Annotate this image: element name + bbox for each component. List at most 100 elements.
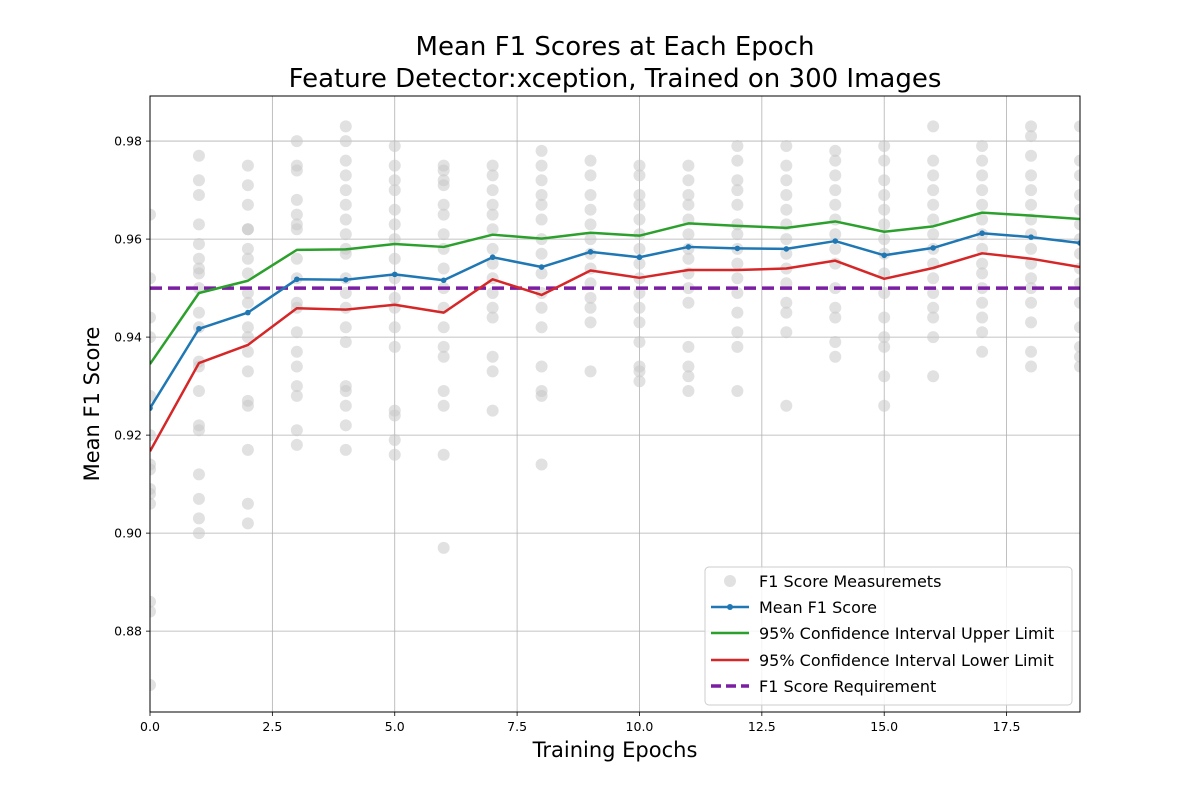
measurement-point [241,321,254,334]
measurement-point [731,139,744,152]
measurement-point [192,512,205,525]
measurement-point [339,443,352,456]
x-tick-label: 17.5 [993,719,1021,734]
measurement-point [241,287,254,300]
measurement-point [339,228,352,241]
measurement-point [437,179,450,192]
measurement-point [731,228,744,241]
measurement-point [1025,272,1038,285]
measurement-point [584,169,597,182]
measurement-point [878,399,891,412]
measurement-point [241,296,254,309]
measurement-point [780,159,793,172]
measurement-point [927,311,940,324]
measurement-point [241,223,254,236]
measurement-point [437,228,450,241]
measurement-point [150,679,156,692]
measurement-point [927,301,940,314]
x-tick-label: 7.5 [507,719,527,734]
measurement-point [682,174,695,187]
x-axis-label: Training Epochs [532,738,698,762]
measurement-point [633,213,646,226]
mean-f1-point [391,271,398,278]
x-tick-label: 0.0 [140,719,160,734]
measurement-point [192,424,205,437]
measurement-point [339,135,352,148]
measurement-point [829,311,842,324]
measurement-point [927,213,940,226]
measurement-point [878,233,891,246]
measurement-point [290,326,303,339]
upper-limit-line [150,211,1080,365]
measurement-point [682,198,695,211]
measurement-point [878,139,891,152]
mean-f1-point [930,245,936,251]
measurement-point [633,159,646,172]
measurement-point [339,385,352,398]
measurement-point [437,164,450,177]
measurement-point [535,301,548,314]
measurement-point [878,154,891,167]
measurement-point [339,154,352,167]
measurement-point [192,385,205,398]
measurement-point [535,174,548,187]
measurement-point [976,184,989,197]
measurement-point [633,287,646,300]
x-tick-label: 12.5 [748,719,776,734]
measurement-point [535,188,548,201]
measurement-point [682,188,695,201]
measurement-point [192,218,205,231]
legend-label-lower: 95% Confidence Interval Lower Limit [759,651,1054,670]
legend: F1 Score Measuremets Mean F1 Score 95% C… [704,566,1073,706]
measurement-point [1074,120,1080,133]
measurement-point [584,365,597,378]
measurement-point [976,345,989,358]
measurement-point [535,247,548,260]
measurement-point [878,203,891,216]
measurement-point [290,389,303,402]
measurement-point [731,257,744,270]
measurement-point [682,252,695,265]
measurement-point [192,237,205,250]
measurement-point [1074,350,1080,363]
measurement-point [241,345,254,358]
measurement-point [241,517,254,530]
measurement-point [150,272,156,285]
measurement-point [339,399,352,412]
chart-title-line-1: Mean F1 Scores at Each Epoch [416,32,815,62]
measurement-point [633,169,646,182]
measurement-point [192,174,205,187]
measurement-point [388,291,401,304]
measurement-point [150,497,156,510]
measurement-point [241,242,254,255]
legend-label-mean: Mean F1 Score [759,598,877,617]
measurement-point [976,326,989,339]
measurement-point [241,198,254,211]
measurement-point [437,448,450,461]
measurement-point [1025,130,1038,143]
measurement-point [241,267,254,280]
measurement-point [339,198,352,211]
measurement-point [927,120,940,133]
measurement-point [486,404,499,417]
measurement-point [388,159,401,172]
measurement-point [1074,296,1080,309]
measurement-point [633,375,646,388]
measurement-point [633,257,646,270]
measurement-point [633,228,646,241]
measurement-point [927,154,940,167]
legend-box [704,566,1073,706]
measurement-point [976,242,989,255]
measurement-point [1074,277,1080,290]
measurement-point [1025,149,1038,162]
measurement-point [584,301,597,314]
measurement-point [878,218,891,231]
measurement-point [339,419,352,432]
mean-f1-point [245,309,251,316]
measurement-point [437,340,450,353]
mean-f1-point [1077,240,1080,246]
series-lines [150,211,1080,452]
mean-f1-point [538,264,545,270]
measurement-point [1074,247,1080,260]
measurement-point [290,193,303,206]
